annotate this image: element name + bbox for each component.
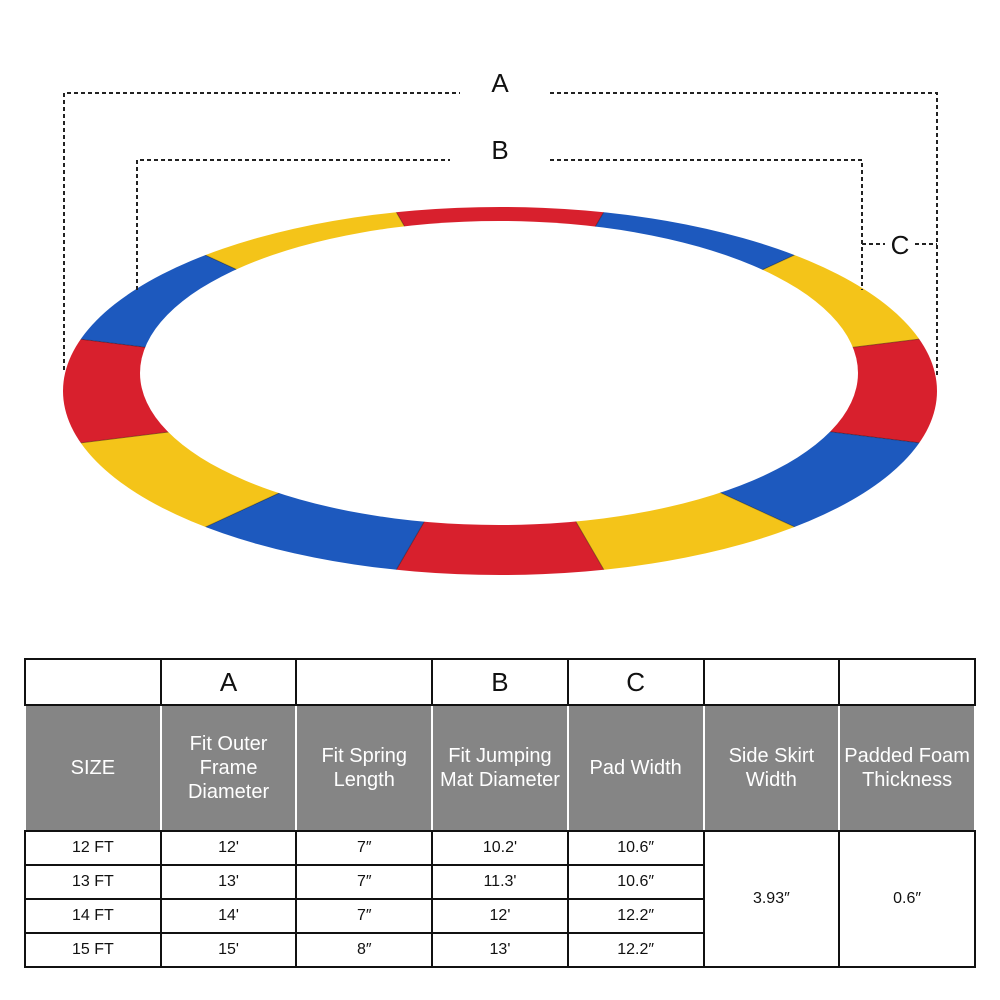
cell: 12' xyxy=(431,898,569,934)
cell: 11.3' xyxy=(431,864,569,900)
header-cell: Fit Spring Length xyxy=(295,704,434,832)
dim-line xyxy=(136,159,450,290)
row: 14 FT 14' 7″ 12' 12.2″ xyxy=(24,898,975,934)
cell xyxy=(702,658,841,706)
cell xyxy=(295,658,434,706)
cell: 0.6″ xyxy=(838,830,976,968)
pad-segment xyxy=(130,389,502,624)
cell: C xyxy=(566,658,705,706)
diagram: A B C xyxy=(0,68,1000,624)
row: 15 FT 15' 8″ 13' 12.2″ xyxy=(24,932,975,968)
header-cell: Fit Jumping Mat Diameter xyxy=(431,704,569,832)
cell xyxy=(838,658,976,706)
pad-segment xyxy=(499,220,1000,392)
cell: 10.2' xyxy=(431,830,569,866)
header-cell: Side Skirt Width xyxy=(702,704,841,832)
cell: 7″ xyxy=(295,830,434,866)
cell: 12.2″ xyxy=(566,898,705,934)
cell: B xyxy=(431,658,569,706)
cell: 12' xyxy=(159,830,298,866)
dim-line xyxy=(550,159,863,290)
row: 13 FT 13' 7″ 11.3' 10.6″ xyxy=(24,864,975,900)
letter-row: A B C xyxy=(24,658,976,706)
dim-line xyxy=(63,92,460,370)
cell xyxy=(24,658,162,706)
dim-label: B xyxy=(491,135,508,165)
size-table: A B C SIZE Fit Outer Frame Diameter Fit Sp… xyxy=(24,658,976,968)
trampoline-pad xyxy=(0,158,1000,624)
pad-segment xyxy=(498,158,870,393)
cell: 3.93″ xyxy=(702,830,841,968)
row: 12 FT 12' 7″ 10.2' 10.6″ 3.93″ 0.6″ xyxy=(24,830,976,968)
header-cell: Fit Outer Frame Diameter xyxy=(159,704,298,832)
cell: 8″ xyxy=(295,932,434,968)
cell: 14 FT xyxy=(24,898,162,934)
cell: 12.2″ xyxy=(566,932,705,968)
cell: 12 FT xyxy=(24,830,162,866)
cell: 13' xyxy=(159,864,298,900)
cell: 15 FT xyxy=(24,932,162,968)
header-cell: SIZE xyxy=(24,704,162,832)
cell: A xyxy=(159,658,298,706)
pad-segment xyxy=(130,158,502,393)
dim-label: C xyxy=(891,230,910,260)
cell: 13 FT xyxy=(24,864,162,900)
pad-segment xyxy=(498,389,870,624)
dim-line xyxy=(550,92,938,378)
cell: 10.6″ xyxy=(566,830,705,866)
pad-segment xyxy=(0,390,501,562)
dim-label: A xyxy=(491,68,509,98)
cell: 10.6″ xyxy=(566,864,705,900)
cell: 14' xyxy=(159,898,298,934)
header-row: SIZE Fit Outer Frame Diameter Fit Spring L… xyxy=(24,704,976,832)
header-cell: Pad Width xyxy=(566,704,705,832)
cell: 7″ xyxy=(295,864,434,900)
header-cell: Padded Foam Thickness xyxy=(838,704,976,832)
cell: 15' xyxy=(159,932,298,968)
cell: 7″ xyxy=(295,898,434,934)
cell: 13' xyxy=(431,932,569,968)
